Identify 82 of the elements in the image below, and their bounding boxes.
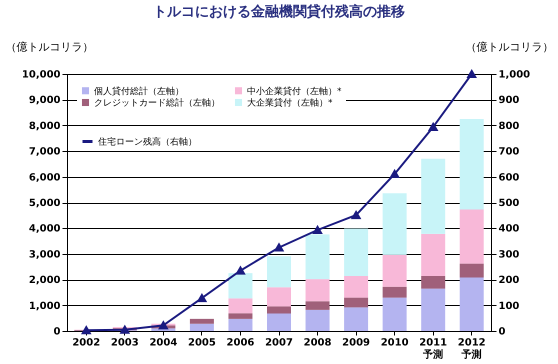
x-tick-label: 2006: [226, 338, 254, 348]
point: [197, 294, 206, 302]
y-tick-label: 7,000: [28, 146, 61, 158]
x-tick-label: 2012 予測: [458, 338, 486, 360]
bar: [421, 276, 446, 289]
y-tick-label: 10,000: [22, 70, 61, 80]
x-tick-label: 2004: [149, 338, 178, 348]
bar: [190, 324, 214, 331]
bar: [267, 314, 291, 331]
bar: [228, 318, 252, 331]
x-tick-label: 2002: [72, 338, 100, 348]
x-tick-label: 2010: [380, 338, 409, 348]
point: [274, 243, 284, 252]
point: [428, 122, 438, 132]
x-tick-label: 2011 予測: [419, 338, 448, 360]
bar: [228, 273, 252, 298]
point: [236, 266, 245, 275]
point: [313, 226, 322, 234]
point: [158, 321, 168, 330]
y-tick-label: 0: [54, 326, 61, 338]
bar: [460, 264, 484, 278]
y2-tick-label: 200: [498, 275, 520, 286]
y-tick-label: 1,000: [28, 300, 61, 312]
y-tick-label: 5,000: [28, 198, 61, 209]
bar: [306, 310, 330, 331]
y2-tick-label: 100: [498, 300, 520, 312]
bar: [382, 193, 407, 255]
bar: [344, 298, 368, 308]
bar: [267, 256, 291, 288]
bar: [267, 287, 291, 306]
bar: [382, 286, 407, 298]
bar: [190, 318, 214, 324]
bar: [228, 298, 252, 314]
y-tick-label: 4,000: [28, 224, 61, 235]
bar: [306, 279, 330, 302]
chart-title: トルコにおける金融機関貸付残高の推移: [153, 3, 405, 20]
bar: [306, 301, 330, 310]
x-tick-label: 2009: [342, 338, 370, 348]
bar: [421, 288, 446, 331]
point: [82, 326, 91, 334]
x-tick-label: 2003: [110, 338, 139, 348]
bar: [460, 209, 484, 264]
point: [120, 326, 130, 334]
bar: [460, 118, 484, 210]
point: [467, 70, 476, 78]
y2-axis-title: （億トルコリラ）: [466, 40, 554, 54]
bar: [267, 306, 291, 314]
y2-tick-label: 400: [498, 224, 520, 235]
point: [390, 170, 400, 178]
y2-tick-label: 700: [498, 146, 520, 158]
y2-tick-label: 500: [498, 198, 520, 209]
y2-tick-label: 300: [498, 249, 520, 260]
bar: [306, 234, 330, 280]
bar: [344, 307, 368, 331]
y2-tick-label: 600: [498, 172, 520, 184]
legend-label: 個人貸付総計（左軸）: [94, 86, 184, 97]
y-tick-label: 8,000: [28, 120, 61, 132]
y2-tick-label: 800: [498, 120, 520, 132]
bar: [344, 276, 368, 298]
y-tick-label: 2,000: [28, 275, 61, 286]
bar: [382, 254, 407, 287]
legend-label: 中小企業貸付（左軸）*: [247, 86, 342, 97]
point: [352, 211, 361, 220]
x-tick-label: 2005: [188, 338, 216, 348]
y2-tick-label: 0: [498, 326, 506, 338]
y2-tick-label: 900: [498, 95, 520, 106]
bar: [421, 158, 446, 234]
x-tick-label: 2008: [304, 338, 332, 348]
y-tick-label: 3,000: [28, 249, 61, 260]
legend-label: 大企業貸付（左軸）*: [247, 98, 333, 108]
y2-tick-label: 1,000: [498, 70, 530, 80]
legend-label: クレジットカード総計（左軸）: [94, 98, 220, 108]
x-tick-label: 2007: [265, 338, 293, 348]
bar: [382, 298, 407, 331]
y-tick-label: 9,000: [28, 95, 61, 106]
bar: [228, 313, 252, 319]
bar: [421, 234, 446, 276]
y-axis-title: （億トルコリラ）: [6, 40, 94, 54]
bar: [460, 278, 484, 331]
legend-label: 住宅ローン残高（右軸）: [98, 136, 197, 148]
y-tick-label: 6,000: [28, 172, 61, 184]
bar: [344, 228, 368, 276]
